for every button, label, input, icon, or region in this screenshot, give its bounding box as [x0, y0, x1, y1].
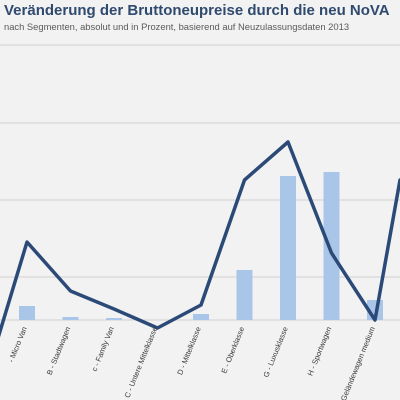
bar-3 — [106, 318, 122, 320]
bar-2 — [62, 317, 79, 320]
x-tick-label: I - Geländewagen medium — [336, 325, 377, 400]
x-tick-label: - Micro Van — [6, 325, 29, 363]
x-tick-label: B - Stadtwagen — [45, 325, 73, 376]
x-tick-label: c - Family Van — [90, 325, 116, 372]
chart-title: Veränderung der Bruttoneupreise durch di… — [4, 2, 390, 19]
x-tick-label: E - Oberklasse — [219, 325, 246, 374]
chart-subtitle: nach Segmenten, absolut und in Prozent, … — [4, 21, 350, 32]
bar-5 — [193, 314, 209, 320]
bar-7 — [280, 176, 296, 320]
bar-8 — [323, 172, 340, 320]
x-tick-label: H - Sportwagen — [305, 325, 333, 377]
bar-1 — [19, 306, 35, 320]
x-tick-label: D - Mittelklasse — [175, 325, 203, 376]
bar-6 — [236, 270, 253, 320]
x-tick-label: C - Untere Mittelklasse — [123, 325, 160, 399]
series-line — [0, 140, 400, 338]
x-tick-label: G - Luxusklasse — [261, 325, 289, 378]
